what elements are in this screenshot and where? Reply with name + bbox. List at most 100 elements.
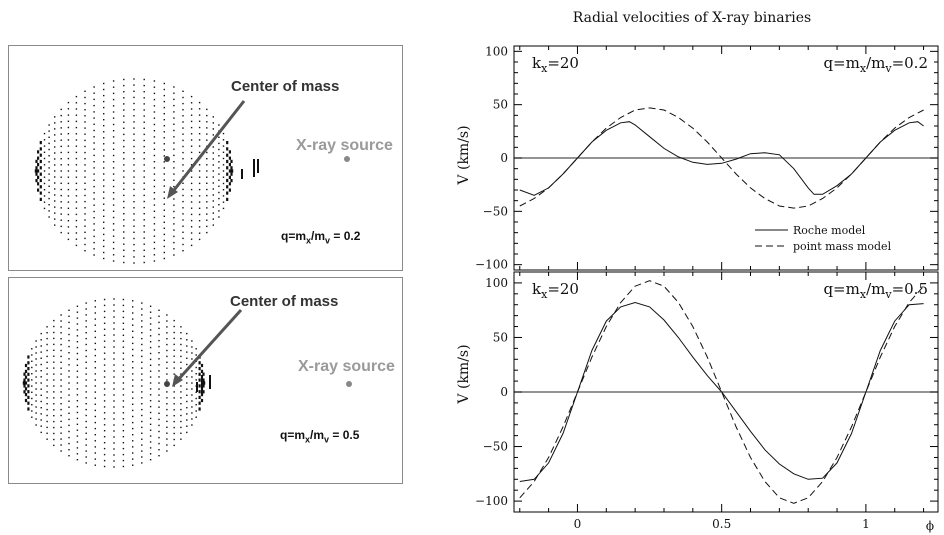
lobe-dot xyxy=(173,111,175,113)
lobe-dot xyxy=(112,210,115,212)
lobe-dot xyxy=(212,188,214,190)
lobe-dot xyxy=(93,198,95,200)
lobe-dot xyxy=(35,166,38,170)
lobe-dot xyxy=(158,352,160,354)
lobe-dot xyxy=(85,373,87,375)
lobe-dot xyxy=(68,430,70,433)
radial-velocity-chart: Radial velocities of X-ray binaries V (k… xyxy=(456,10,939,533)
lobe-dot xyxy=(158,370,160,372)
lobe-dot xyxy=(43,157,46,160)
y-tick-label: 50 xyxy=(493,330,508,344)
lobe-dot xyxy=(94,312,96,314)
lobe-dot xyxy=(163,233,165,236)
lobe-dot xyxy=(123,194,125,197)
lobe-dot xyxy=(85,385,87,387)
lobe-dot xyxy=(103,304,106,307)
lobe-dot xyxy=(60,114,62,117)
lobe-dot xyxy=(75,108,78,110)
lobe-dot xyxy=(40,351,42,353)
lobe-dot xyxy=(182,207,184,209)
lobe-dot xyxy=(35,394,37,396)
lobe-dot xyxy=(132,421,134,424)
lobe-dot xyxy=(141,314,143,316)
lobe-dot xyxy=(195,379,197,381)
lobe-dot xyxy=(163,239,165,242)
lobe-dot xyxy=(123,249,125,251)
lobe-dot xyxy=(153,92,156,95)
lobe-dot xyxy=(132,452,134,454)
lobe-dot xyxy=(122,322,125,324)
lobe-dot xyxy=(166,373,168,375)
lobe-dot xyxy=(122,370,125,372)
lobe-dot xyxy=(202,384,205,388)
lobe-dot xyxy=(198,238,201,241)
lobe-dot xyxy=(123,164,125,166)
lobe-dot xyxy=(85,420,87,423)
lobe-dot xyxy=(206,225,208,228)
lobe-dot xyxy=(195,397,197,400)
lobe-dot xyxy=(180,355,182,358)
lobe-dot xyxy=(198,378,201,382)
lobe-dot xyxy=(103,191,105,193)
lobe-dot xyxy=(143,249,145,251)
lobe-dot xyxy=(163,161,165,163)
lobe-dot xyxy=(54,176,56,178)
lobe-dot xyxy=(133,225,135,227)
lobe-dot xyxy=(40,376,42,378)
lobe-dot xyxy=(39,185,42,189)
lobe-dot xyxy=(53,426,55,429)
lobe-dot xyxy=(85,432,87,434)
lobe-dot xyxy=(190,157,193,160)
lobe-dot xyxy=(173,86,175,88)
lobe-dot xyxy=(163,149,165,151)
lobe-dot xyxy=(112,111,115,113)
lobe-dot xyxy=(48,148,50,151)
lobe-dot xyxy=(222,164,225,166)
lobe-dot xyxy=(112,173,115,175)
lobe-dot xyxy=(191,370,193,372)
lobe-dot xyxy=(173,367,175,369)
lobe-dot xyxy=(218,191,220,194)
lobe-dot xyxy=(46,391,48,393)
center-of-mass-dot xyxy=(164,381,170,387)
lobe-dot xyxy=(143,145,145,148)
lobe-dot xyxy=(122,316,125,319)
xray-source-dot xyxy=(346,381,352,387)
lobe-dot xyxy=(153,192,156,194)
lobe-dot xyxy=(43,151,46,153)
lobe-dot xyxy=(84,207,86,209)
lobe-dot xyxy=(212,182,214,184)
lobe-dot xyxy=(68,358,70,360)
lobe-dot xyxy=(93,129,95,132)
lobe-dot xyxy=(173,325,175,328)
y-tick-label: −50 xyxy=(483,440,508,454)
lobe-dot xyxy=(198,213,201,216)
lobe-dot xyxy=(85,314,87,316)
lobe-dot xyxy=(222,195,225,197)
lobe-dot xyxy=(141,302,143,304)
lobe-dot xyxy=(85,462,87,464)
lobe-dot xyxy=(84,115,86,117)
lobe-dot xyxy=(163,191,165,193)
lobe-dot xyxy=(226,159,229,164)
lobe-dot xyxy=(113,376,115,378)
lobe-dot xyxy=(46,326,48,328)
lobe-dot xyxy=(113,346,115,348)
lobe-dot xyxy=(173,373,175,375)
lobe-dot xyxy=(132,446,134,448)
lobe-dot xyxy=(153,260,156,262)
lobe-dot xyxy=(94,421,96,424)
lobe-dot xyxy=(143,158,145,160)
lobe-dot xyxy=(228,182,231,186)
lobe-dot xyxy=(93,104,95,107)
lobe-dot xyxy=(166,432,168,434)
lobe-dot xyxy=(60,420,62,423)
lobe-dot xyxy=(48,191,50,194)
lobe-dot xyxy=(93,111,95,113)
x-tick-label: 0 xyxy=(574,517,582,531)
chart-panel-2: 100 50 0 −50 −100 kx=20 q=mx/mv=0.5 xyxy=(475,271,939,513)
lobe-dot xyxy=(112,223,115,225)
lobe-dot xyxy=(75,195,78,197)
lobe-dot xyxy=(206,194,208,197)
lobe-dot xyxy=(141,379,143,381)
